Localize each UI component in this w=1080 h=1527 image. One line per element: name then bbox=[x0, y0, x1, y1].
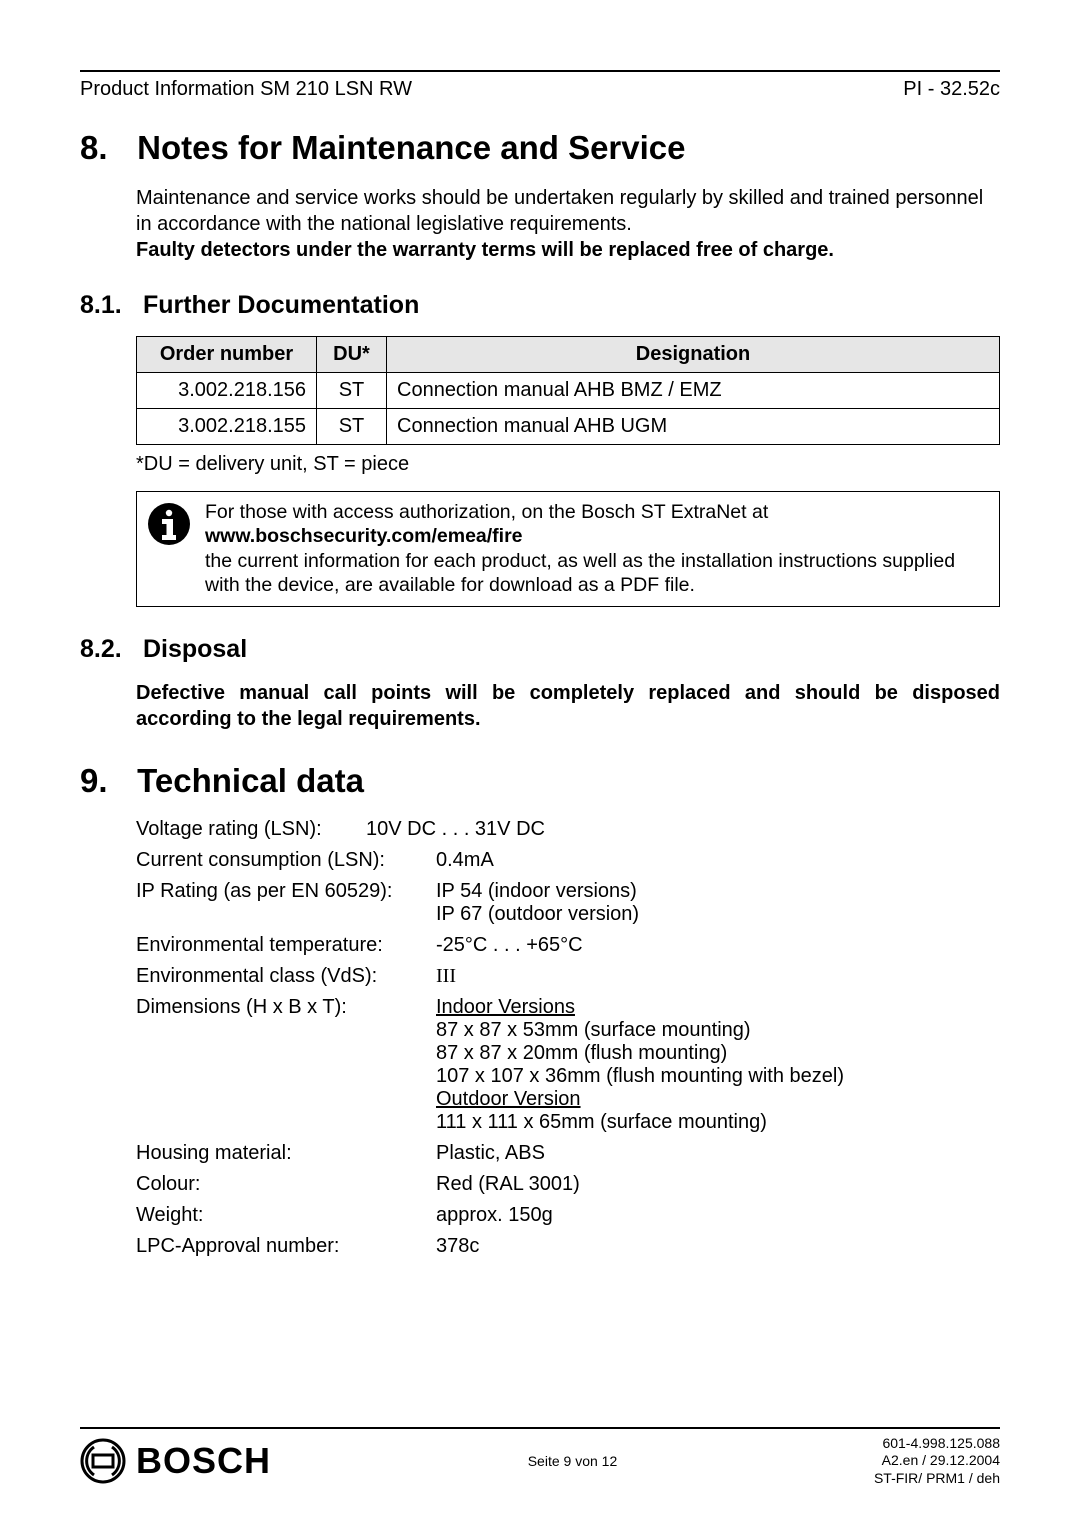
tech-value: -25°C . . . +65°C bbox=[436, 934, 1000, 957]
tech-value: III bbox=[436, 965, 1000, 988]
dim-line: 111 x 111 x 65mm (surface mounting) bbox=[436, 1111, 767, 1133]
th-du: DU* bbox=[317, 337, 387, 373]
section-8-num: 8. bbox=[80, 129, 128, 167]
page-header: Product Information SM 210 LSN RW PI - 3… bbox=[80, 78, 1000, 101]
footer-rev: A2.en / 29.12.2004 bbox=[882, 1452, 1000, 1468]
table-header-row: Order number DU* Designation bbox=[137, 337, 1000, 373]
tech-row-housing: Housing material: Plastic, ABS bbox=[136, 1142, 1000, 1165]
tech-label: Environmental temperature: bbox=[136, 934, 436, 957]
tech-label: LPC-Approval number: bbox=[136, 1235, 436, 1258]
bosch-wordmark: BOSCH bbox=[136, 1440, 271, 1482]
tech-row-current: Current consumption (LSN): 0.4mA bbox=[136, 849, 1000, 872]
section-8-heading: 8. Notes for Maintenance and Service bbox=[80, 129, 1000, 167]
footer-dept: ST-FIR/ PRM1 / deh bbox=[874, 1470, 1000, 1486]
info-line3: the current information for each product… bbox=[205, 550, 955, 596]
table-row: 3.002.218.156 ST Connection manual AHB B… bbox=[137, 373, 1000, 409]
tech-row-dimensions: Dimensions (H x B x T): Indoor Versions … bbox=[136, 996, 1000, 1134]
section-9-num: 9. bbox=[80, 762, 128, 800]
section-8-2-title: Disposal bbox=[143, 635, 247, 663]
tech-row-weight: Weight: approx. 150g bbox=[136, 1204, 1000, 1227]
tech-label: Weight: bbox=[136, 1204, 436, 1227]
footer-right-block: 601-4.998.125.088 A2.en / 29.12.2004 ST-… bbox=[874, 1435, 1000, 1488]
section-8-2-num: 8.2. bbox=[80, 635, 136, 664]
cell-designation: Connection manual AHB UGM bbox=[387, 409, 1000, 445]
tech-label: Colour: bbox=[136, 1173, 436, 1196]
documentation-table: Order number DU* Designation 3.002.218.1… bbox=[136, 336, 1000, 445]
tech-value: approx. 150g bbox=[436, 1204, 1000, 1227]
table-footnote: *DU = delivery unit, ST = piece bbox=[136, 451, 1000, 477]
technical-data-list: Voltage rating (LSN): 10V DC . . . 31V D… bbox=[136, 818, 1000, 1258]
tech-value: Red (RAL 3001) bbox=[436, 1173, 1000, 1196]
tech-value-dimensions: Indoor Versions 87 x 87 x 53mm (surface … bbox=[436, 996, 1000, 1134]
section-8-1-title: Further Documentation bbox=[143, 291, 419, 319]
tech-row-envclass: Environmental class (VdS): III bbox=[136, 965, 1000, 988]
section-8-warranty: Faulty detectors under the warranty term… bbox=[136, 237, 1000, 263]
dim-line: 87 x 87 x 20mm (flush mounting) bbox=[436, 1042, 727, 1064]
section-8-2-heading: 8.2. Disposal bbox=[80, 635, 1000, 664]
ip-indoor: IP 54 (indoor versions) bbox=[436, 880, 637, 902]
tech-row-temp: Environmental temperature: -25°C . . . +… bbox=[136, 934, 1000, 957]
section-9-heading: 9. Technical data bbox=[80, 762, 1000, 800]
cell-designation: Connection manual AHB BMZ / EMZ bbox=[387, 373, 1000, 409]
tech-label: IP Rating (as per EN 60529): bbox=[136, 880, 436, 926]
tech-value: 10V DC . . . 31V DC bbox=[366, 818, 1000, 841]
tech-row-ip: IP Rating (as per EN 60529): IP 54 (indo… bbox=[136, 880, 1000, 926]
dim-heading-indoor: Indoor Versions bbox=[436, 996, 575, 1018]
page-footer: BOSCH Seite 9 von 12 601-4.998.125.088 A… bbox=[80, 1407, 1000, 1488]
section-8-1-heading: 8.1. Further Documentation bbox=[80, 291, 1000, 320]
footer-page: Seite 9 von 12 bbox=[271, 1453, 874, 1469]
tech-row-voltage: Voltage rating (LSN): 10V DC . . . 31V D… bbox=[136, 818, 1000, 841]
info-text: For those with access authorization, on … bbox=[205, 500, 989, 598]
info-box: For those with access authorization, on … bbox=[136, 491, 1000, 607]
section-8-title: Notes for Maintenance and Service bbox=[137, 129, 685, 166]
dim-line: 87 x 87 x 53mm (surface mounting) bbox=[436, 1019, 751, 1041]
header-left: Product Information SM 210 LSN RW bbox=[80, 78, 412, 101]
info-url: www.boschsecurity.com/emea/fire bbox=[205, 525, 523, 547]
cell-order: 3.002.218.156 bbox=[137, 373, 317, 409]
ip-outdoor: IP 67 (outdoor version) bbox=[436, 903, 639, 925]
bosch-logo: BOSCH bbox=[80, 1438, 271, 1484]
bosch-logo-icon bbox=[80, 1438, 126, 1484]
cell-du: ST bbox=[317, 409, 387, 445]
tech-value: Plastic, ABS bbox=[436, 1142, 1000, 1165]
info-line1: For those with access authorization, on … bbox=[205, 501, 768, 523]
tech-value: 0.4mA bbox=[436, 849, 1000, 872]
section-9-title: Technical data bbox=[137, 762, 364, 799]
tech-row-lpc: LPC-Approval number: 378c bbox=[136, 1235, 1000, 1258]
tech-label: Housing material: bbox=[136, 1142, 436, 1165]
th-designation: Designation bbox=[387, 337, 1000, 373]
section-8-intro: Maintenance and service works should be … bbox=[136, 185, 1000, 237]
tech-label: Voltage rating (LSN): bbox=[136, 818, 366, 841]
tech-label: Current consumption (LSN): bbox=[136, 849, 436, 872]
tech-label: Environmental class (VdS): bbox=[136, 965, 436, 988]
tech-label: Dimensions (H x B x T): bbox=[136, 996, 436, 1134]
th-order-number: Order number bbox=[137, 337, 317, 373]
tech-value: 378c bbox=[436, 1235, 1000, 1258]
header-right: PI - 32.52c bbox=[903, 78, 1000, 101]
tech-value: IP 54 (indoor versions) IP 67 (outdoor v… bbox=[436, 880, 1000, 926]
header-rule bbox=[80, 70, 1000, 72]
footer-docid: 601-4.998.125.088 bbox=[882, 1435, 1000, 1451]
dim-heading-outdoor: Outdoor Version bbox=[436, 1088, 581, 1110]
section-8-1-num: 8.1. bbox=[80, 291, 136, 320]
table-row: 3.002.218.155 ST Connection manual AHB U… bbox=[137, 409, 1000, 445]
tech-row-colour: Colour: Red (RAL 3001) bbox=[136, 1173, 1000, 1196]
info-icon bbox=[147, 502, 191, 546]
disposal-text: Defective manual call points will be com… bbox=[136, 680, 1000, 732]
cell-order: 3.002.218.155 bbox=[137, 409, 317, 445]
dim-line: 107 x 107 x 36mm (flush mounting with be… bbox=[436, 1065, 844, 1087]
cell-du: ST bbox=[317, 373, 387, 409]
